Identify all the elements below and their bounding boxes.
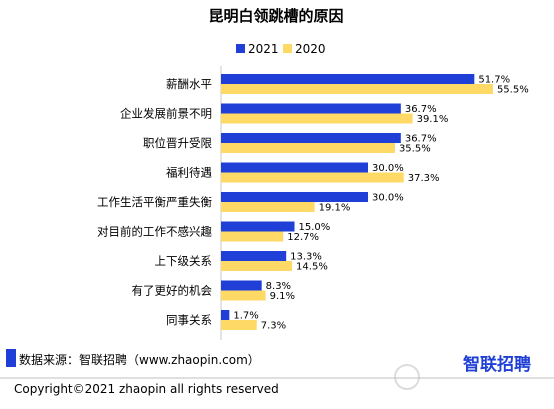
chart-title: 昆明白领跳槽的原因 xyxy=(208,7,343,25)
legend: 2021 2020 xyxy=(236,42,326,56)
category-label: 上下级关系 xyxy=(155,254,213,268)
source-marker xyxy=(6,349,16,367)
bar-2021 xyxy=(221,310,230,320)
bar-2020 xyxy=(221,290,266,301)
category-label: 企业发展前景不明 xyxy=(120,107,212,121)
bar-2020 xyxy=(221,84,493,94)
value-label-2021: 30.0% xyxy=(372,193,404,204)
value-label-2021: 15.0% xyxy=(299,222,331,233)
value-label-2021: 1.7% xyxy=(233,311,258,322)
legend-label-2020: 2020 xyxy=(295,42,326,56)
value-label-2020: 55.5% xyxy=(497,85,529,96)
value-label-2020: 14.5% xyxy=(296,262,328,273)
value-label-2020: 35.5% xyxy=(399,144,431,155)
value-label-2021: 36.7% xyxy=(405,134,437,145)
bar-2020 xyxy=(221,143,395,153)
value-label-2021: 30.0% xyxy=(372,163,404,174)
legend-swatch-2021 xyxy=(236,44,245,53)
category-label: 同事关系 xyxy=(166,313,212,327)
category-label: 薪酬水平 xyxy=(166,77,212,91)
value-label-2020: 37.3% xyxy=(408,173,440,184)
footer-source: 数据来源：智联招聘（www.zhaopin.com） xyxy=(6,349,260,367)
source-text: 数据来源：智联招聘（www.zhaopin.com） xyxy=(19,352,260,367)
value-label-2020: 12.7% xyxy=(287,232,319,243)
bar-2021 xyxy=(221,192,368,202)
bar-2021 xyxy=(221,103,401,114)
logo-text: 智联招聘 xyxy=(463,354,531,375)
value-label-2021: 51.7% xyxy=(478,75,510,86)
bar-2020 xyxy=(221,231,284,242)
category-label: 职位晋升受限 xyxy=(143,136,212,150)
logo-watermark-icon xyxy=(394,364,420,390)
bar-2021 xyxy=(221,221,295,232)
bar-2020 xyxy=(221,172,404,183)
value-label-2021: 8.3% xyxy=(266,281,291,292)
category-label: 有了更好的机会 xyxy=(132,284,213,298)
bar-2021 xyxy=(221,133,401,143)
bar-2021 xyxy=(221,162,368,173)
legend-swatch-2020 xyxy=(283,44,292,53)
category-label: 福利待遇 xyxy=(166,166,212,180)
category-label: 工作生活平衡严重失衡 xyxy=(97,195,212,209)
bar-2020 xyxy=(221,113,413,124)
logo: 智联招聘 xyxy=(394,354,531,390)
value-label-2020: 39.1% xyxy=(417,114,449,125)
bar-2020 xyxy=(221,320,257,330)
bar-2021 xyxy=(221,74,475,84)
category-label: 对目前的工作不感兴趣 xyxy=(97,225,212,239)
value-label-2021: 36.7% xyxy=(405,104,437,115)
bar-2020 xyxy=(221,202,315,212)
copyright-text: Copyright©2021 zhaopin all rights reserv… xyxy=(14,382,279,396)
bar-2021 xyxy=(221,251,287,261)
value-label-2020: 9.1% xyxy=(270,291,295,302)
value-label-2020: 19.1% xyxy=(319,203,351,214)
value-label-2020: 7.3% xyxy=(261,321,286,332)
bar-2020 xyxy=(221,261,293,271)
value-label-2021: 13.3% xyxy=(290,252,322,263)
legend-label-2021: 2021 xyxy=(248,42,279,56)
bar-2021 xyxy=(221,280,262,291)
